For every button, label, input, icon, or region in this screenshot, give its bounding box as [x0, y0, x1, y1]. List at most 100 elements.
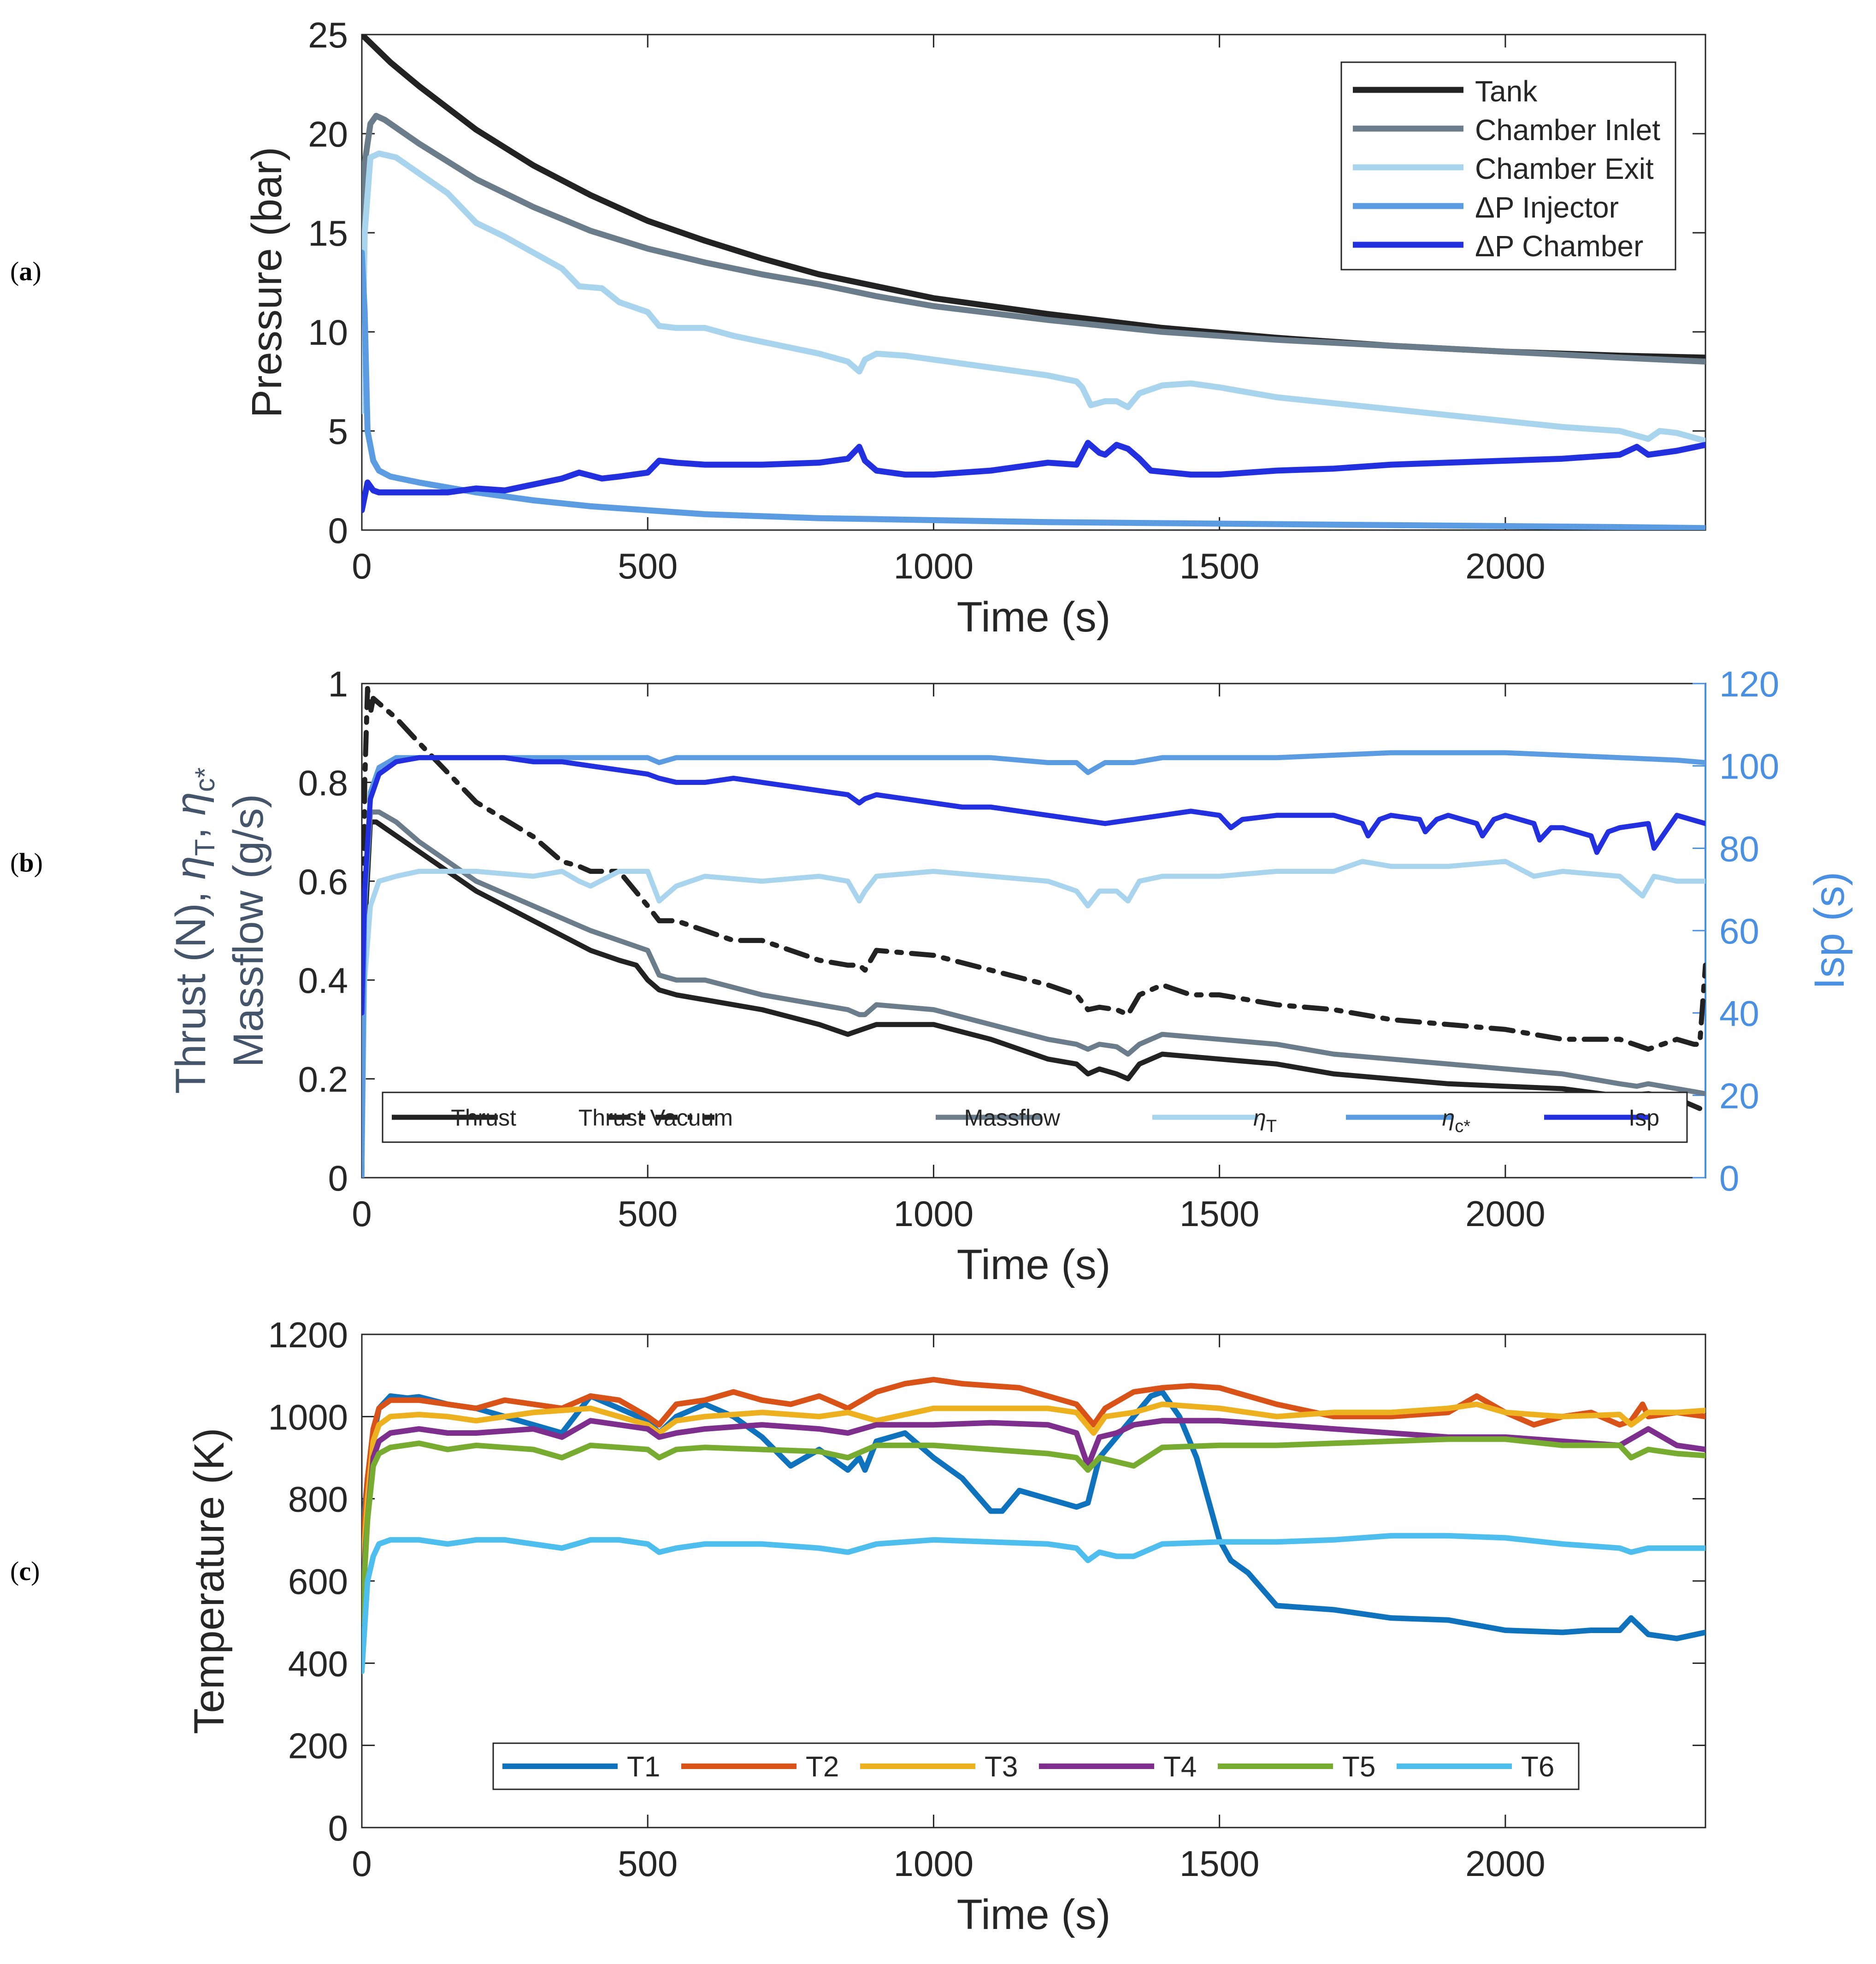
x-tick-label: 500 [618, 1843, 678, 1884]
panel-label-a: (a) [10, 256, 41, 286]
line-thrust_vacuum [362, 686, 1705, 1178]
series-group-b [362, 686, 1705, 1178]
legend-label-eta_c-part: η [1442, 1105, 1455, 1131]
y-axis-label: Temperature (K) [186, 1428, 233, 1734]
x-tick-label: 1000 [894, 1843, 974, 1884]
x-tick-label: 2000 [1465, 546, 1546, 586]
y-tick-label: 15 [308, 213, 348, 254]
legend-label-dp_chamber: ΔP Chamber [1475, 230, 1643, 263]
line-T5 [362, 1436, 1705, 1625]
line-chamber_exit [362, 150, 1705, 444]
legend-label-isp: Isp [1628, 1105, 1659, 1131]
panel-label-c: (c) [10, 1556, 40, 1586]
y-tick-label: 0 [328, 1158, 348, 1198]
y-tick-label: 10 [308, 312, 348, 353]
y-tick-label: 0.2 [298, 1059, 348, 1100]
x-tick-label: 500 [618, 1193, 678, 1234]
y-tick-label: 400 [288, 1643, 348, 1684]
y-tick-label: 0.8 [298, 762, 348, 803]
y-axis-label-massflow: Massflow (g/s) [225, 794, 272, 1068]
line-T6 [362, 1533, 1705, 1675]
y-axis-label-thrust: Thrust (N), ηT, ηc* [167, 767, 220, 1094]
line-thrust [362, 819, 1703, 1178]
y-tick-label: 25 [308, 15, 348, 55]
legend-label-T5: T5 [1342, 1751, 1375, 1783]
y-tick-label: 0 [328, 1808, 348, 1848]
legend-label-T3: T3 [985, 1751, 1018, 1783]
x-tick-label: 1500 [1180, 1193, 1260, 1234]
x-axis-label: Time (s) [957, 1241, 1111, 1288]
y-tick-label: 5 [328, 411, 348, 452]
y-axis-label-thrust-part: η [167, 856, 214, 879]
legend-label-eta_t: ηT [1253, 1105, 1277, 1136]
y-tick-label: 0.6 [298, 861, 348, 902]
legend-label-eta_c-part: c* [1455, 1117, 1470, 1136]
y-right-tick-label: 40 [1719, 993, 1759, 1034]
line-dp_injector [362, 249, 1705, 530]
line-T2 [362, 1377, 1705, 1563]
y-right-tick-label: 80 [1719, 828, 1759, 869]
legend-label-dp_injector: ΔP Injector [1475, 191, 1619, 224]
legend-label-T6: T6 [1521, 1751, 1554, 1783]
legend-label-T4: T4 [1163, 1751, 1197, 1783]
y-axis-label: Pressure (bar) [243, 147, 290, 418]
legend-label-T1: T1 [627, 1751, 660, 1783]
legend-label-chamber_exit: Chamber Exit [1475, 152, 1654, 185]
legend-label-chamber_inlet: Chamber Inlet [1475, 113, 1660, 147]
x-tick-label: 0 [352, 546, 372, 586]
legend-label-thrust: Thrust [451, 1105, 516, 1131]
x-axis-label: Time (s) [957, 594, 1111, 641]
y-tick-label: 200 [288, 1726, 348, 1766]
y-tick-label: 20 [308, 114, 348, 154]
y-tick-label: 1000 [268, 1397, 348, 1437]
line-T4 [362, 1418, 1705, 1604]
legend-label-T2: T2 [806, 1751, 839, 1783]
legend-label-massflow: Massflow [964, 1105, 1061, 1131]
line-T1 [362, 1389, 1705, 1641]
y-right-tick-label: 120 [1719, 664, 1779, 704]
y-tick-label: 0.4 [298, 960, 348, 1001]
panel-1: 0 500 1000 1500 2000 0 0.2 0.4 0.6 0.8 1 Time (s) 0 2… [167, 664, 1853, 1288]
legend-label-tank: Tank [1475, 75, 1538, 108]
y-right-tick-label: 0 [1719, 1158, 1739, 1198]
line-isp [362, 755, 1705, 1016]
y-axis-label-thrust-part: η [167, 792, 214, 815]
y-right-tick-label: 20 [1719, 1075, 1759, 1116]
y-axis-label-thrust-part: , [167, 815, 214, 839]
panel-label-b: (b) [10, 848, 43, 878]
y-axis-label-thrust-part: c* [189, 767, 220, 792]
y-tick-label: 1200 [268, 1315, 348, 1355]
panel-2: 0 500 1000 1500 2000 0 200 400 600 800 1000 1200 Tim… [186, 1315, 1706, 1938]
line-T3 [362, 1401, 1705, 1584]
series-group-c [362, 1377, 1705, 1675]
y-tick-label: 800 [288, 1479, 348, 1520]
line-dp_chamber [362, 440, 1705, 513]
y-right-axis-label: Isp (s) [1806, 872, 1853, 990]
line-chamber_inlet [362, 112, 1705, 384]
y-axis-label-thrust-part: T [189, 839, 220, 856]
legend-label-thrust_vacuum: Thrust Vacuum [578, 1105, 733, 1131]
legend-label-eta_t-part: η [1253, 1105, 1266, 1131]
x-axis-label: Time (s) [957, 1891, 1111, 1938]
x-tick-label: 500 [618, 546, 678, 586]
y-tick-label: 1 [328, 664, 348, 704]
x-tick-label: 1000 [894, 546, 974, 586]
y-axis-label-thrust-part: Thrust (N), [167, 879, 214, 1094]
x-tick-label: 1500 [1180, 1843, 1260, 1884]
y-right-tick-label: 60 [1719, 911, 1759, 951]
legend-label-eta_c: ηc* [1442, 1105, 1470, 1136]
y-tick-label: 600 [288, 1561, 348, 1602]
x-tick-label: 0 [352, 1843, 372, 1884]
panel-0: 0 500 1000 1500 2000 0 5 10 15 20 25 Time (s) Pressu… [243, 15, 1706, 641]
x-tick-label: 1000 [894, 1193, 974, 1234]
line-eta_t [362, 859, 1705, 1178]
y-right-tick-label: 100 [1719, 746, 1779, 787]
y-tick-label: 0 [328, 510, 348, 551]
x-tick-label: 2000 [1465, 1193, 1546, 1234]
x-tick-label: 0 [352, 1193, 372, 1234]
line-massflow [362, 809, 1705, 1178]
x-tick-label: 1500 [1180, 546, 1260, 586]
x-tick-label: 2000 [1465, 1843, 1546, 1884]
series-group-a [362, 35, 1705, 530]
